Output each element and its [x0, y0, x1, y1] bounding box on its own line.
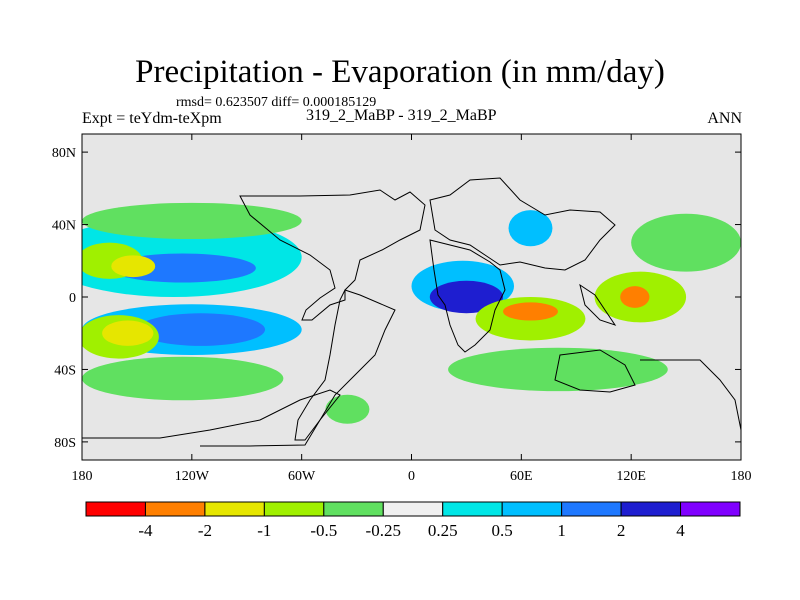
coastline-se-asia — [579, 283, 617, 326]
colorbar-label: -2 — [198, 521, 212, 540]
x-tick-label: 120W — [175, 469, 210, 484]
colorbar-swatch — [620, 501, 682, 517]
colorbar-swatch — [323, 501, 384, 517]
y-tick-label: 80S — [54, 436, 76, 451]
coastline-africa — [429, 239, 506, 353]
y-tick-label: 0 — [69, 291, 76, 306]
x-tick-label: 0 — [408, 469, 415, 484]
precip-regions — [82, 202, 741, 424]
region-w-pacific-dry-core — [620, 286, 650, 308]
coastlines — [82, 177, 742, 447]
coastline-antarctica — [82, 389, 341, 447]
region-n-pacific-green-band — [82, 202, 302, 240]
region-s-atlantic-green — [325, 394, 370, 424]
colorbar-swatch — [85, 501, 146, 517]
x-axis: 180 120W 60W 0 60E 120E 180 — [72, 134, 752, 484]
region-central-pacific-dry-core — [111, 255, 156, 278]
region-asia-wet — [508, 210, 553, 247]
season-label: ANN — [707, 110, 742, 127]
colorbar: -4 -2 -1 -0.5 -0.25 0.25 0.5 1 2 4 — [85, 501, 741, 540]
colorbar-swatch — [680, 501, 741, 517]
y-tick-label: 40S — [54, 363, 76, 378]
colorbar-label: -1 — [257, 521, 271, 540]
x-tick-label: 60E — [510, 469, 533, 484]
colorbar-label: 2 — [617, 521, 626, 540]
region-s-pacific-wet-core — [136, 313, 266, 346]
colorbar-swatch — [204, 501, 265, 517]
expt-label: Expt = teYdm-teXpm — [82, 110, 222, 127]
x-tick-label: 180 — [72, 469, 93, 484]
colorbar-swatch — [382, 501, 444, 517]
y-axis: 80N 40N 0 40S 80S — [52, 146, 741, 451]
x-tick-label: 180 — [731, 469, 752, 484]
coastline-south-america — [294, 289, 396, 441]
colorbar-label: -0.5 — [310, 521, 337, 540]
region-s-pacific-green-band — [82, 356, 284, 401]
colorbar-label: 0.5 — [492, 521, 513, 540]
map-title: Precipitation - Evaporation (in mm/day) — [135, 54, 665, 90]
coastline-australia — [554, 349, 636, 393]
region-s-indian-green — [448, 347, 668, 392]
colorbar-label: 0.25 — [428, 521, 458, 540]
region-indian-ocean-dry-core — [503, 302, 558, 321]
y-tick-label: 40N — [52, 219, 76, 234]
colorbar-swatch — [501, 501, 563, 517]
colorbar-swatch — [144, 501, 206, 517]
coastline-antarctica-east — [640, 359, 742, 431]
region-s-pacific-dry-west-core — [102, 320, 154, 346]
stats-line: rmsd= 0.623507 diff= 0.000185129 — [176, 95, 377, 110]
x-tick-label: 60W — [288, 469, 316, 484]
colorbar-label: 4 — [676, 521, 685, 540]
region-n-pacific-east-green — [631, 213, 741, 272]
colorbar-swatch — [561, 501, 622, 517]
colorbar-swatch — [442, 501, 503, 517]
colorbar-label: -4 — [138, 521, 153, 540]
coastline-eurasia — [429, 177, 616, 271]
region-africa-wet-core — [429, 280, 504, 314]
y-tick-label: 80N — [52, 146, 76, 161]
colorbar-swatch — [263, 501, 325, 517]
colorbar-label: -0.25 — [366, 521, 401, 540]
colorbar-label: 1 — [557, 521, 566, 540]
x-tick-label: 120E — [616, 469, 646, 484]
comparison-label: 319_2_MaBP - 319_2_MaBP — [306, 107, 497, 124]
